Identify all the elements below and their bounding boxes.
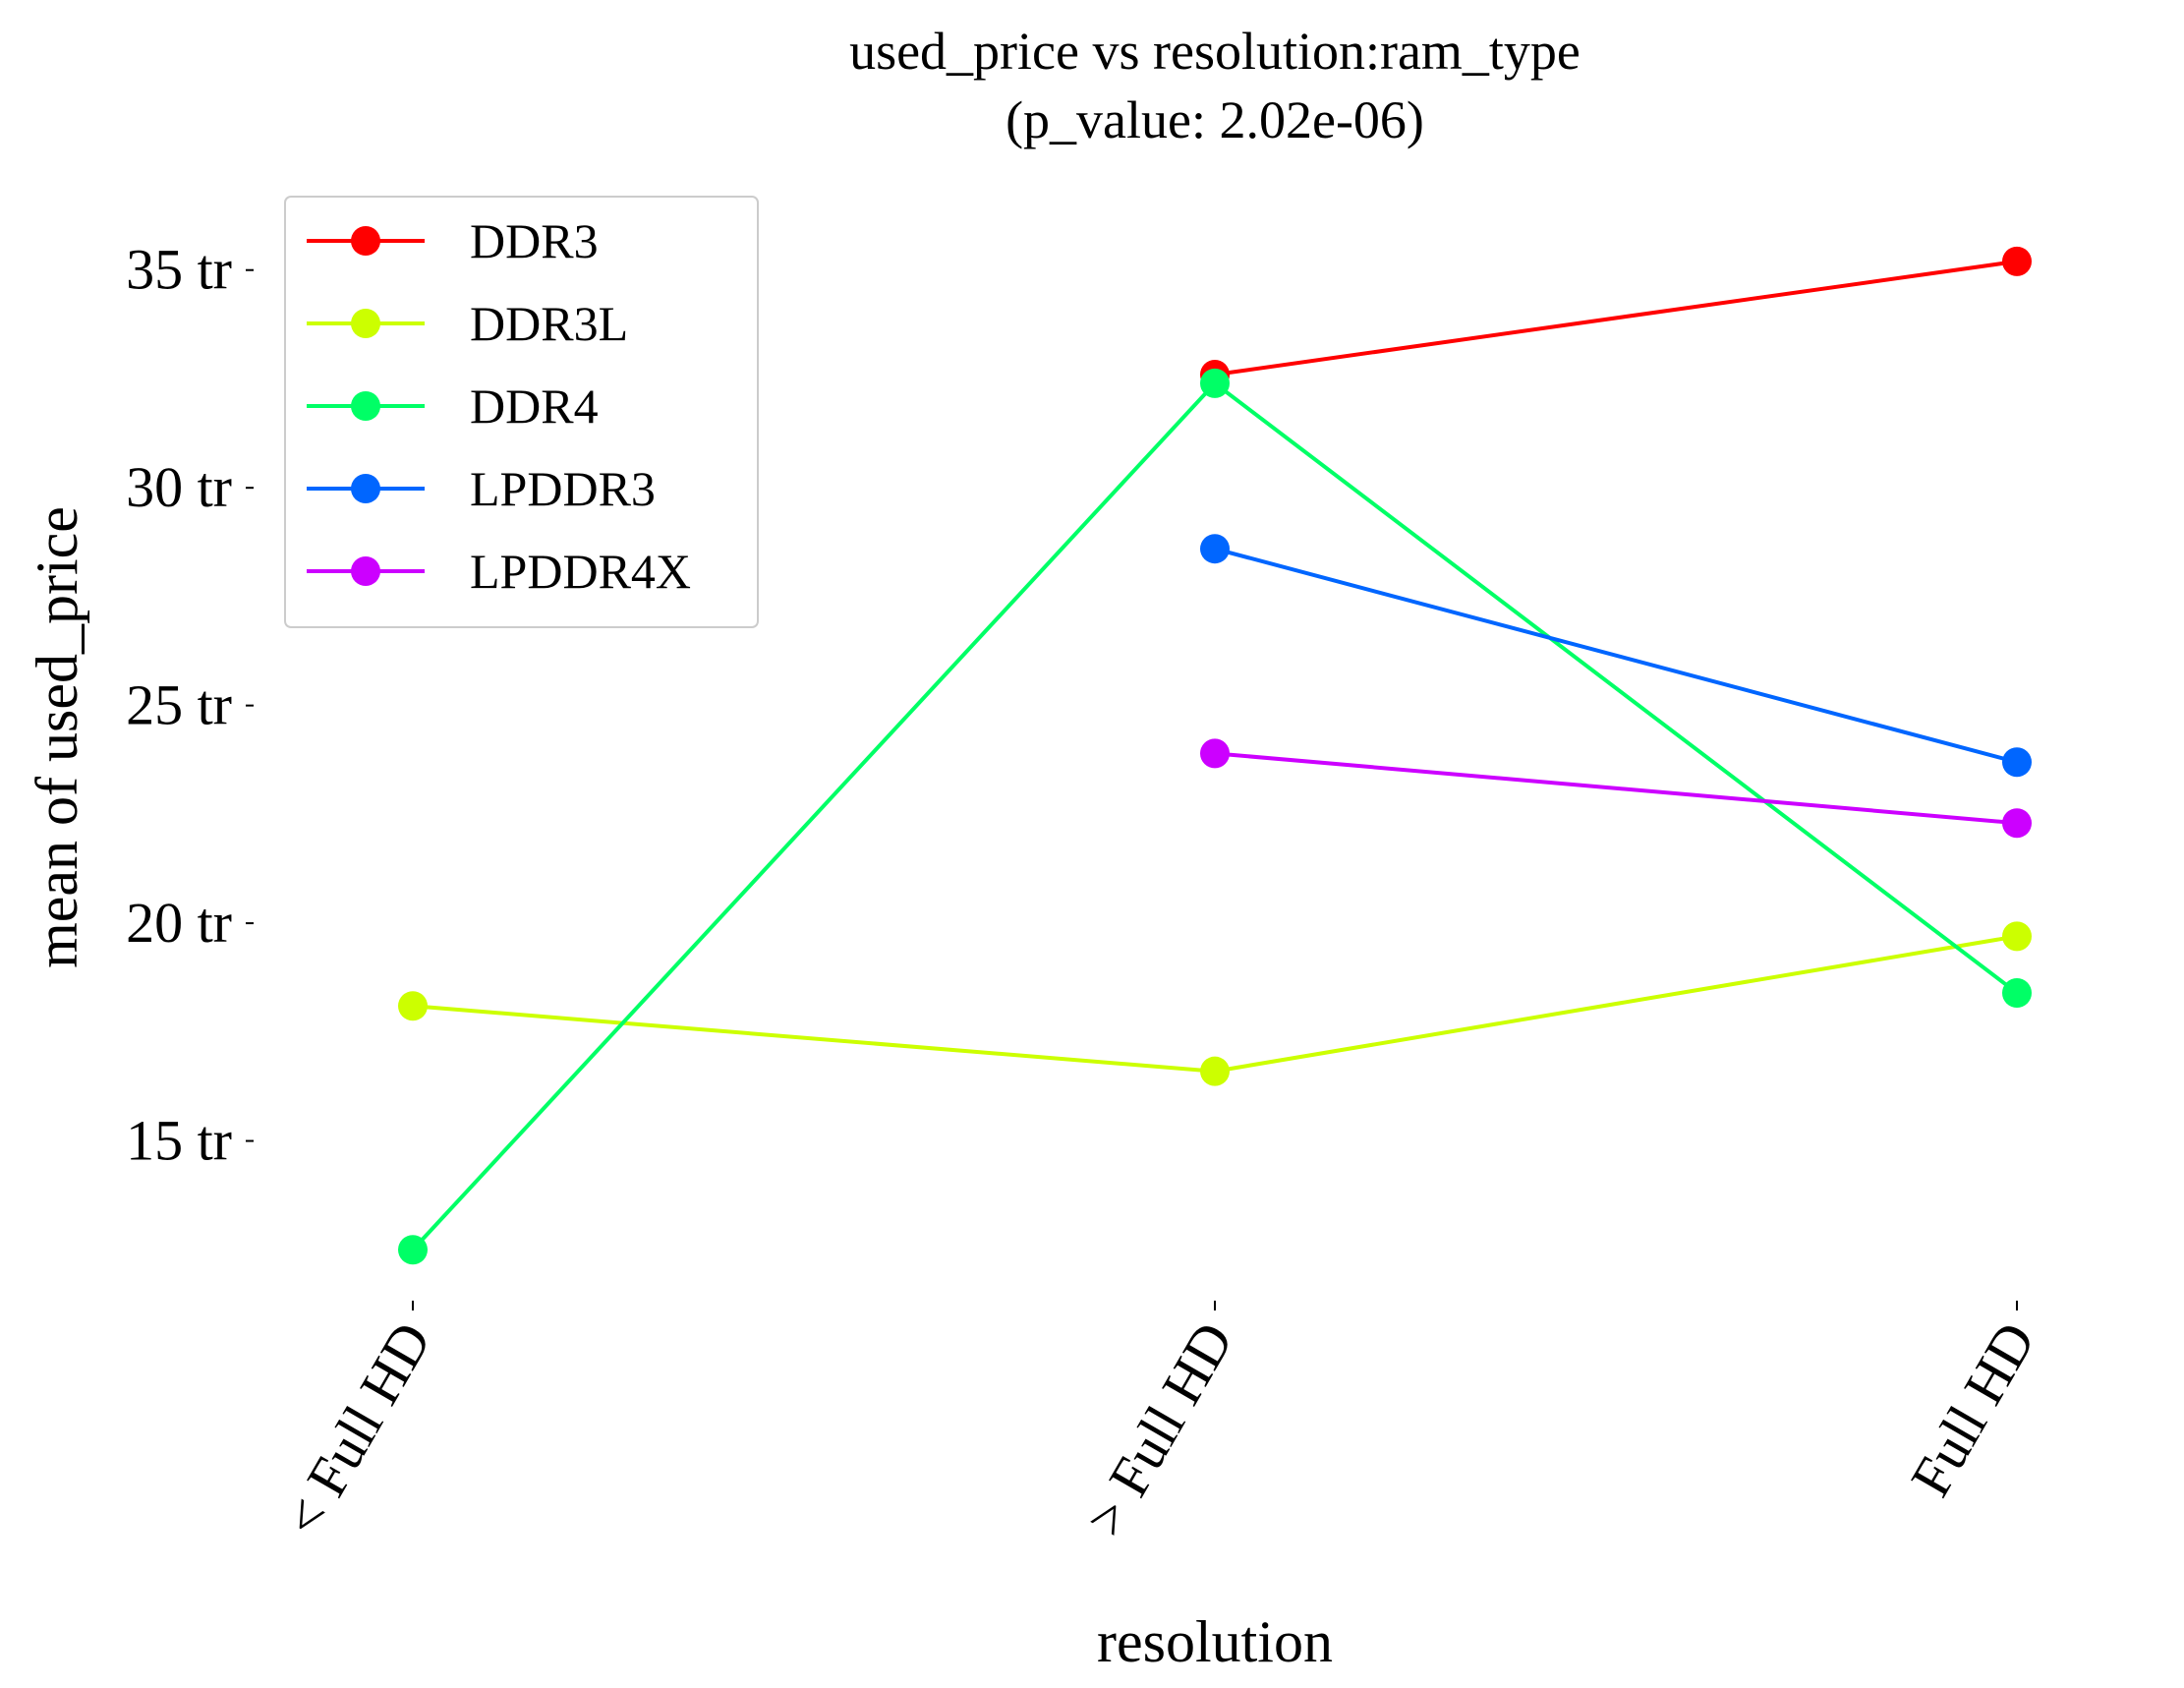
legend-entry: LPDDR4X xyxy=(307,544,691,599)
legend-entry: DDR3L xyxy=(307,296,628,351)
data-point xyxy=(2002,977,2032,1008)
data-point xyxy=(398,1235,428,1265)
legend-label: DDR3 xyxy=(470,213,599,268)
data-point xyxy=(2002,921,2032,952)
data-point xyxy=(2002,747,2032,778)
legend-swatch-marker xyxy=(351,556,380,586)
x-tick-label: Full HD xyxy=(1898,1311,2047,1507)
legend: DDR3 DDR3L DDR4 LPDDR3 LPDDR4X xyxy=(284,196,759,628)
series-lpddr3 xyxy=(1200,534,2032,778)
x-axis: < Full HD > Full HD Full HD xyxy=(270,1301,2047,1546)
x-tick-label: < Full HD xyxy=(270,1311,443,1546)
y-axis: 15 tr 20 tr 25 tr 30 tr 35 tr xyxy=(126,238,254,1173)
series-layer xyxy=(398,246,2032,1265)
legend-label: DDR3L xyxy=(470,296,628,351)
y-tick-label: 30 tr xyxy=(126,455,232,519)
series-line xyxy=(1214,547,2018,765)
data-point xyxy=(398,991,428,1021)
legend-swatch-marker xyxy=(351,226,380,256)
series-ddr3l xyxy=(398,921,2032,1086)
series-ddr3 xyxy=(1200,246,2032,390)
legend-swatch-marker xyxy=(351,309,380,338)
legend-frame xyxy=(284,196,759,628)
data-point xyxy=(2002,808,2032,839)
legend-label: LPDDR4X xyxy=(470,544,691,599)
legend-entry: DDR4 xyxy=(307,378,599,434)
legend-label: LPDDR3 xyxy=(470,461,656,516)
y-tick-label: 25 tr xyxy=(126,673,232,737)
legend-swatch-marker xyxy=(351,474,380,503)
legend-label: DDR4 xyxy=(470,378,599,434)
y-tick-label: 15 tr xyxy=(126,1109,232,1173)
data-point xyxy=(1200,738,1230,769)
data-point xyxy=(2002,246,2032,276)
series-line xyxy=(1214,259,2018,378)
data-point xyxy=(1200,1056,1230,1086)
chart-subtitle: (p_value: 2.02e-06) xyxy=(1006,90,1424,149)
legend-swatch-marker xyxy=(351,391,380,421)
series-line xyxy=(1214,751,2018,826)
legend-entry: DDR3 xyxy=(307,213,599,268)
series-line xyxy=(412,934,2018,1074)
y-axis-label: mean of used_price xyxy=(25,506,89,968)
data-point xyxy=(1200,368,1230,398)
x-tick-label: > Full HD xyxy=(1072,1311,1245,1546)
series-ddr4 xyxy=(398,368,2032,1265)
x-axis-label: resolution xyxy=(1097,1609,1333,1674)
y-tick-label: 20 tr xyxy=(126,891,232,955)
series-lpddr4x xyxy=(1200,738,2032,839)
legend-entry: LPDDR3 xyxy=(307,461,656,516)
data-point xyxy=(1200,534,1230,564)
chart-title: used_price vs resolution:ram_type xyxy=(849,22,1581,81)
y-tick-label: 35 tr xyxy=(126,238,232,302)
